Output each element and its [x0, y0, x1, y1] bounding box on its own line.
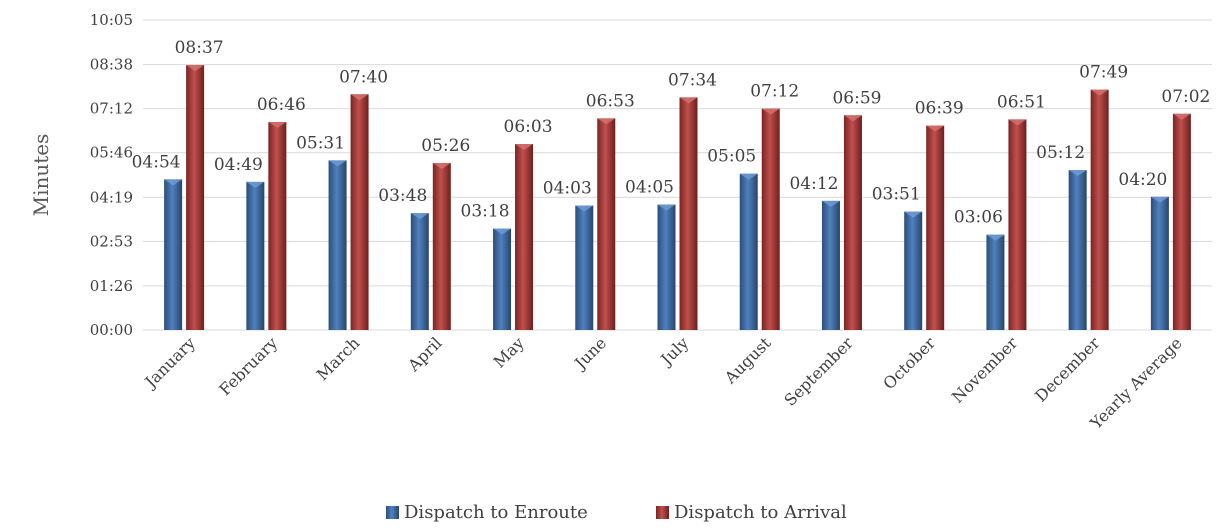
bar-arrival	[597, 118, 616, 331]
data-label: 04:54	[132, 152, 181, 172]
bar-enroute	[164, 179, 183, 330]
data-label: 04:20	[1118, 170, 1167, 190]
data-label: 07:12	[750, 82, 799, 102]
bar-enroute	[986, 234, 1005, 330]
y-tick-label: 00:00	[90, 321, 133, 339]
bar-arrival	[350, 94, 369, 331]
x-tick-label: October	[879, 333, 939, 393]
bar-enroute	[904, 211, 923, 330]
legend-item: Dispatch to Enroute	[386, 502, 588, 523]
bar-arrival	[432, 162, 451, 330]
data-label: 06:03	[504, 117, 553, 137]
x-tick-label: June	[569, 333, 610, 374]
legend-label: Dispatch to Enroute	[404, 502, 588, 523]
x-tick-label: May	[490, 333, 528, 371]
bar-enroute	[246, 181, 265, 330]
data-label: 06:53	[586, 91, 635, 111]
x-tick-label: July	[656, 333, 693, 370]
data-label: 07:34	[668, 70, 717, 90]
x-tick-label: March	[313, 333, 364, 384]
data-label: 07:02	[1161, 87, 1210, 107]
x-tick-label: August	[720, 333, 775, 388]
y-tick-label: 08:38	[90, 56, 133, 74]
x-tick-label: January	[140, 333, 199, 392]
data-label: 03:51	[872, 185, 921, 205]
x-tick-label: February	[215, 333, 281, 399]
y-tick-label: 07:12	[90, 100, 133, 118]
x-tick-label: September	[780, 333, 857, 410]
y-tick-label: 01:26	[90, 277, 133, 295]
data-labels: 04:54 08:37 04:49 06:46 05:31 07:40 03:48 05:26…	[132, 38, 1211, 228]
x-tick-label: April	[403, 333, 445, 375]
gridlines	[143, 19, 1212, 331]
bar-arrival	[186, 65, 205, 330]
bar-arrival	[268, 121, 287, 330]
bar-arrival	[843, 115, 862, 330]
y-tick-label: 10:05	[90, 11, 133, 29]
data-label: 05:26	[421, 136, 470, 156]
bar-arrival	[679, 97, 698, 330]
data-label: 03:48	[378, 186, 427, 206]
bar-enroute	[1068, 170, 1087, 330]
y-axis-title: Minutes	[29, 134, 53, 217]
bar-enroute	[657, 204, 676, 330]
bar-arrival	[1090, 89, 1109, 331]
x-tick-label: November	[948, 333, 1022, 407]
legend-swatch	[386, 506, 399, 519]
y-axis-ticks: 00:00 01:26 02:53 04:19 05:46 07:12 08:38 10:05	[90, 11, 133, 339]
bar-arrival	[1008, 119, 1027, 330]
bar-arrival	[926, 125, 945, 331]
bar-arrival	[515, 144, 534, 330]
legend-swatch	[656, 506, 669, 519]
bars	[164, 65, 1191, 331]
data-label: 03:18	[461, 202, 510, 222]
data-label: 04:49	[214, 155, 263, 175]
y-tick-label: 04:19	[90, 188, 133, 206]
data-label: 04:03	[543, 178, 592, 198]
bar-enroute	[1150, 196, 1169, 330]
bar-arrival	[761, 108, 780, 331]
legend-item: Dispatch to Arrival	[656, 502, 847, 523]
bar-arrival	[1172, 113, 1191, 331]
bar-enroute	[493, 228, 512, 330]
legend: Dispatch to Enroute Dispatch to Arrival	[386, 502, 847, 523]
legend-label: Dispatch to Arrival	[674, 502, 847, 523]
data-label: 03:06	[954, 208, 1003, 228]
data-label: 07:40	[339, 67, 388, 87]
data-label: 06:59	[832, 88, 881, 108]
data-label: 05:12	[1036, 143, 1085, 163]
y-tick-label: 05:46	[90, 144, 133, 162]
data-label: 08:37	[175, 38, 224, 58]
bar-enroute	[410, 213, 429, 330]
data-label: 05:05	[707, 147, 756, 167]
bar-enroute	[328, 160, 347, 330]
y-tick-label: 02:53	[90, 232, 133, 250]
data-label: 06:46	[257, 95, 306, 115]
data-label: 04:12	[789, 174, 838, 194]
data-label: 06:39	[915, 99, 964, 119]
bar-enroute	[575, 205, 594, 330]
data-label: 06:51	[997, 92, 1046, 112]
data-label: 07:49	[1079, 63, 1128, 83]
data-label: 04:05	[625, 177, 674, 197]
x-tick-label: December	[1031, 333, 1104, 406]
x-axis-categories: January February March April May June July Augu…	[140, 333, 1186, 433]
data-label: 05:31	[296, 133, 345, 153]
bar-enroute	[821, 200, 840, 330]
bar-enroute	[739, 173, 758, 330]
